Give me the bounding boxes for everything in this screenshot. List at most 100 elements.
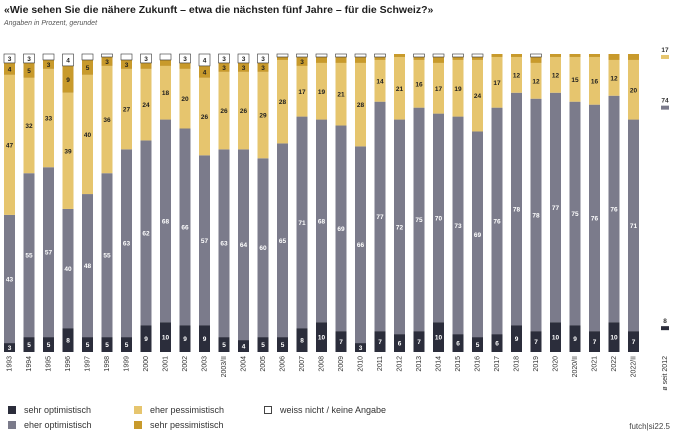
data-label: 78 [513, 206, 521, 213]
bar-segment [62, 208, 74, 329]
data-label: 63 [123, 241, 131, 248]
chart-subtitle: Angaben in Prozent, gerundet [4, 20, 98, 27]
data-label: 7 [593, 339, 597, 346]
data-label: 62 [142, 230, 150, 237]
data-label: 3 [125, 62, 129, 69]
data-label: 24 [142, 102, 150, 109]
bar-segment [238, 62, 249, 72]
data-label: 10 [162, 335, 170, 342]
bar-segment [257, 337, 269, 352]
legend-item-sehr-optimistisch: sehr optimistisch [8, 405, 91, 415]
bar-segment [589, 104, 600, 332]
data-label: 21 [396, 86, 404, 93]
data-label: 27 [123, 107, 131, 114]
bar-segment [335, 62, 347, 126]
bar-segment [257, 158, 269, 338]
x-tick-label: 2014 [435, 356, 442, 372]
data-label: 12 [610, 75, 618, 82]
bar-segment [569, 101, 581, 326]
bar-segment [238, 71, 249, 150]
data-label: 3 [261, 56, 265, 63]
data-label: 16 [591, 78, 599, 85]
data-label: 3 [242, 65, 246, 72]
data-label: 72 [396, 224, 404, 231]
data-label: 66 [357, 242, 365, 249]
data-label: 78 [532, 212, 540, 219]
data-label: 36 [103, 117, 111, 124]
bar-segment [569, 54, 581, 57]
bar-segment [374, 101, 386, 332]
x-tick-label: 2019 [533, 356, 540, 372]
data-label: 3 [359, 345, 363, 352]
data-label: 9 [66, 77, 70, 84]
bar-segment [199, 77, 210, 156]
data-label: 20 [181, 96, 189, 103]
bar-segment [296, 65, 308, 117]
bar-segment [491, 54, 503, 57]
bar-segment [413, 59, 425, 108]
bar-segment [296, 56, 308, 66]
x-tick-label: 2003/II [221, 356, 228, 377]
data-label: 57 [45, 250, 53, 257]
x-tick-label: 2022/II [630, 356, 637, 377]
data-label: 24 [474, 93, 482, 100]
data-label: 3 [300, 59, 304, 66]
bar-segment [160, 119, 171, 323]
trend-value: 8 [663, 318, 667, 325]
data-label: 9 [515, 336, 519, 343]
bar-segment [472, 59, 483, 132]
bar-segment [101, 173, 113, 338]
data-label: 39 [64, 148, 72, 155]
data-label: 5 [47, 342, 51, 349]
bar-segment [316, 119, 327, 323]
bar-segment [277, 56, 288, 60]
bar-segment [23, 173, 35, 338]
data-label: 5 [222, 342, 226, 349]
bar-segment [413, 331, 425, 352]
data-label: 26 [201, 114, 209, 121]
bar-segment [394, 119, 405, 335]
data-label: 7 [534, 339, 538, 346]
bar-segment [374, 331, 386, 352]
bar-segment [491, 56, 503, 108]
data-label: 77 [376, 214, 384, 221]
bar-segment [354, 53, 367, 58]
data-label: 10 [552, 335, 560, 342]
x-tick-label: 2006 [279, 356, 286, 372]
data-label: 10 [318, 335, 326, 342]
data-label: 3 [144, 56, 148, 63]
bar-segment [452, 116, 464, 335]
data-label: 76 [610, 206, 618, 213]
bar-segment [198, 53, 211, 67]
data-label: 8 [66, 338, 70, 345]
data-label: 68 [318, 218, 326, 225]
data-label: 26 [220, 108, 228, 115]
bar-segment [62, 53, 74, 67]
legend-label: weiss nicht / keine Angabe [280, 405, 387, 415]
bar-segment [413, 53, 425, 58]
bar-segment [23, 62, 35, 78]
bar-segment [179, 128, 191, 326]
bar-segment [335, 56, 347, 63]
bar-segment [3, 53, 16, 64]
x-tick-label: 2007 [299, 356, 306, 372]
data-label: 64 [240, 242, 248, 249]
data-label: 6 [456, 341, 460, 348]
bar-segment [452, 59, 464, 117]
data-label: 10 [435, 335, 443, 342]
bar-segment [121, 337, 132, 352]
bar-segment [238, 149, 249, 341]
bar-segment [237, 53, 250, 64]
trend-label: ø seit 2012 [662, 356, 669, 391]
legend-swatch [8, 421, 16, 429]
bar-segment [23, 53, 35, 64]
bar-segment [628, 331, 639, 352]
bar-segment [23, 77, 35, 174]
legend-label: eher optimistisch [24, 420, 92, 430]
data-label: 5 [86, 65, 90, 72]
bar-segment [62, 92, 74, 209]
bar-segment [550, 322, 561, 352]
bar-segment [589, 56, 600, 105]
bar-segment [530, 331, 542, 352]
data-label: 57 [201, 238, 209, 245]
